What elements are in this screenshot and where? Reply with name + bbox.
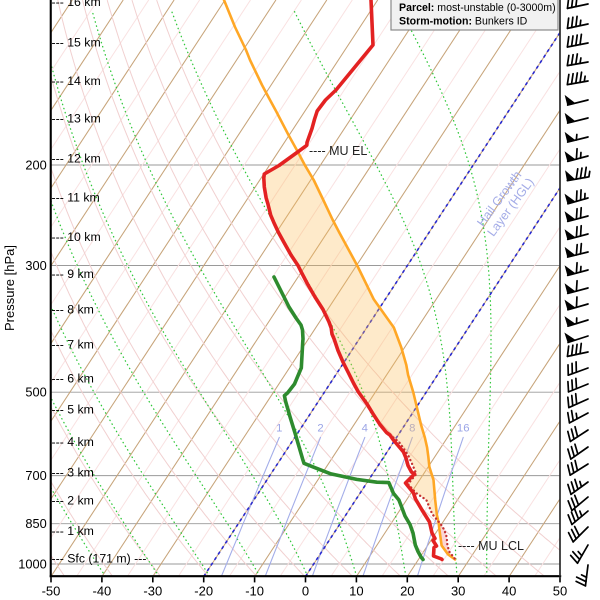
svg-text:--- 10 km: --- 10 km — [52, 230, 101, 244]
svg-text:--- 8 km: --- 8 km — [52, 302, 94, 316]
svg-text:--- 6 km: --- 6 km — [52, 371, 94, 385]
svg-text:16: 16 — [457, 422, 470, 434]
svg-text:-30: -30 — [143, 584, 162, 599]
svg-text:--- 13 km: --- 13 km — [52, 111, 101, 125]
svg-text:---- MU EL: ---- MU EL — [309, 144, 367, 158]
svg-text:8: 8 — [409, 422, 415, 434]
svg-text:300: 300 — [25, 258, 46, 273]
svg-text:200: 200 — [25, 158, 46, 173]
svg-text:10: 10 — [349, 584, 363, 599]
svg-text:50: 50 — [553, 584, 567, 599]
svg-text:--- 12 km: --- 12 km — [52, 151, 101, 165]
svg-text:-50: -50 — [42, 584, 61, 599]
svg-text:--- 3 km: --- 3 km — [52, 465, 94, 479]
svg-text:40: 40 — [502, 584, 516, 599]
svg-text:20: 20 — [400, 584, 414, 599]
svg-text:1000: 1000 — [18, 557, 46, 572]
svg-text:--- 15 km: --- 15 km — [52, 35, 101, 49]
svg-text:-10: -10 — [245, 584, 264, 599]
svg-text:Pressure [hPa]: Pressure [hPa] — [2, 245, 17, 331]
svg-text:2: 2 — [317, 422, 323, 434]
svg-text:--- 5 km: --- 5 km — [52, 403, 94, 417]
svg-text:-20: -20 — [194, 584, 213, 599]
svg-text:Storm-motion: Bunkers ID: Storm-motion: Bunkers ID — [399, 16, 528, 28]
svg-text:850: 850 — [25, 516, 46, 531]
svg-text:--- 7 km: --- 7 km — [52, 338, 94, 352]
svg-text:-40: -40 — [93, 584, 112, 599]
svg-text:4: 4 — [362, 422, 368, 434]
svg-text:--- 11 km: --- 11 km — [52, 190, 100, 204]
svg-text:500: 500 — [25, 385, 46, 400]
svg-text:---- MU LCL: ---- MU LCL — [458, 539, 524, 553]
svg-text:30: 30 — [451, 584, 465, 599]
svg-text:--- 4 km: --- 4 km — [52, 435, 94, 449]
svg-text:700: 700 — [25, 468, 46, 483]
svg-text:--- 2 km: --- 2 km — [52, 494, 94, 508]
svg-text:--- Sfc (171 m) ---: --- Sfc (171 m) --- — [52, 551, 147, 565]
svg-text:--- 1 km: --- 1 km — [52, 524, 94, 538]
svg-text:--- 16 km: --- 16 km — [52, 0, 101, 9]
svg-text:--- 9 km: --- 9 km — [52, 267, 94, 281]
svg-text:Parcel: most-unstable (0-3000m: Parcel: most-unstable (0-3000m) — [399, 2, 556, 14]
svg-text:--- 14 km: --- 14 km — [52, 74, 101, 88]
svg-text:0: 0 — [302, 584, 309, 599]
svg-text:1: 1 — [276, 422, 282, 434]
